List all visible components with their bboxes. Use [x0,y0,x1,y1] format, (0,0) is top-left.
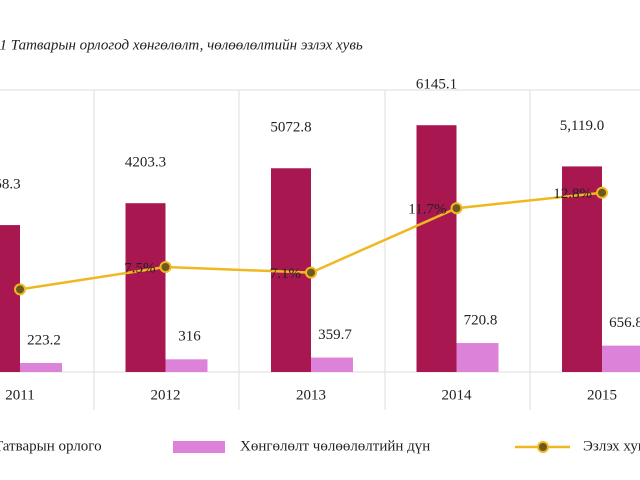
data-label: 359.7 [318,327,352,343]
line-marker [305,266,317,279]
bar [125,203,166,372]
bar [456,343,499,372]
line-marker [14,283,26,296]
chart-title: б1 Татварын орлогод хөнгөлөлт, чөлөөлөлт… [0,37,363,53]
data-label: 316 [178,329,201,345]
x-tick-label: 2015 [587,387,617,403]
bar [416,125,457,372]
dividers [93,90,531,410]
legend-label: Эзлэх хувь [583,438,640,454]
data-label: 4203.3 [125,155,166,171]
data-label: 3658.3 [0,177,21,193]
x-tick-label: 2011 [5,387,34,403]
legend-swatch [173,441,225,453]
data-label: 5072.8 [270,120,311,136]
x-tick-label: 2012 [151,387,181,403]
line-marker [596,186,608,199]
line-marker [159,261,172,273]
bar [311,357,353,372]
x-tick-label: 2014 [442,387,473,403]
data-label: 5,119.0 [560,118,604,134]
legend-label: Хөнгөлөлт чөлөөлөлтийн дүн [240,438,430,454]
line-marker [450,202,463,215]
bar [0,225,20,372]
data-label: 656.8 [609,315,640,331]
legend-marker [537,441,549,453]
bar [20,363,62,372]
data-label: 6145.1 [416,77,457,93]
data-label: 720.8 [464,312,498,328]
data-label: 7.5% [124,260,155,276]
data-label: 223.2 [27,332,61,348]
x-tick-label: 2013 [296,387,326,403]
data-label: 7.1% [270,266,301,282]
bar [165,359,208,372]
bar [562,166,602,372]
bar [602,345,640,372]
data-label: 12.8% [553,186,592,202]
legend-label: Татварын орлого [0,438,102,454]
data-label: 11.7% [408,202,446,218]
